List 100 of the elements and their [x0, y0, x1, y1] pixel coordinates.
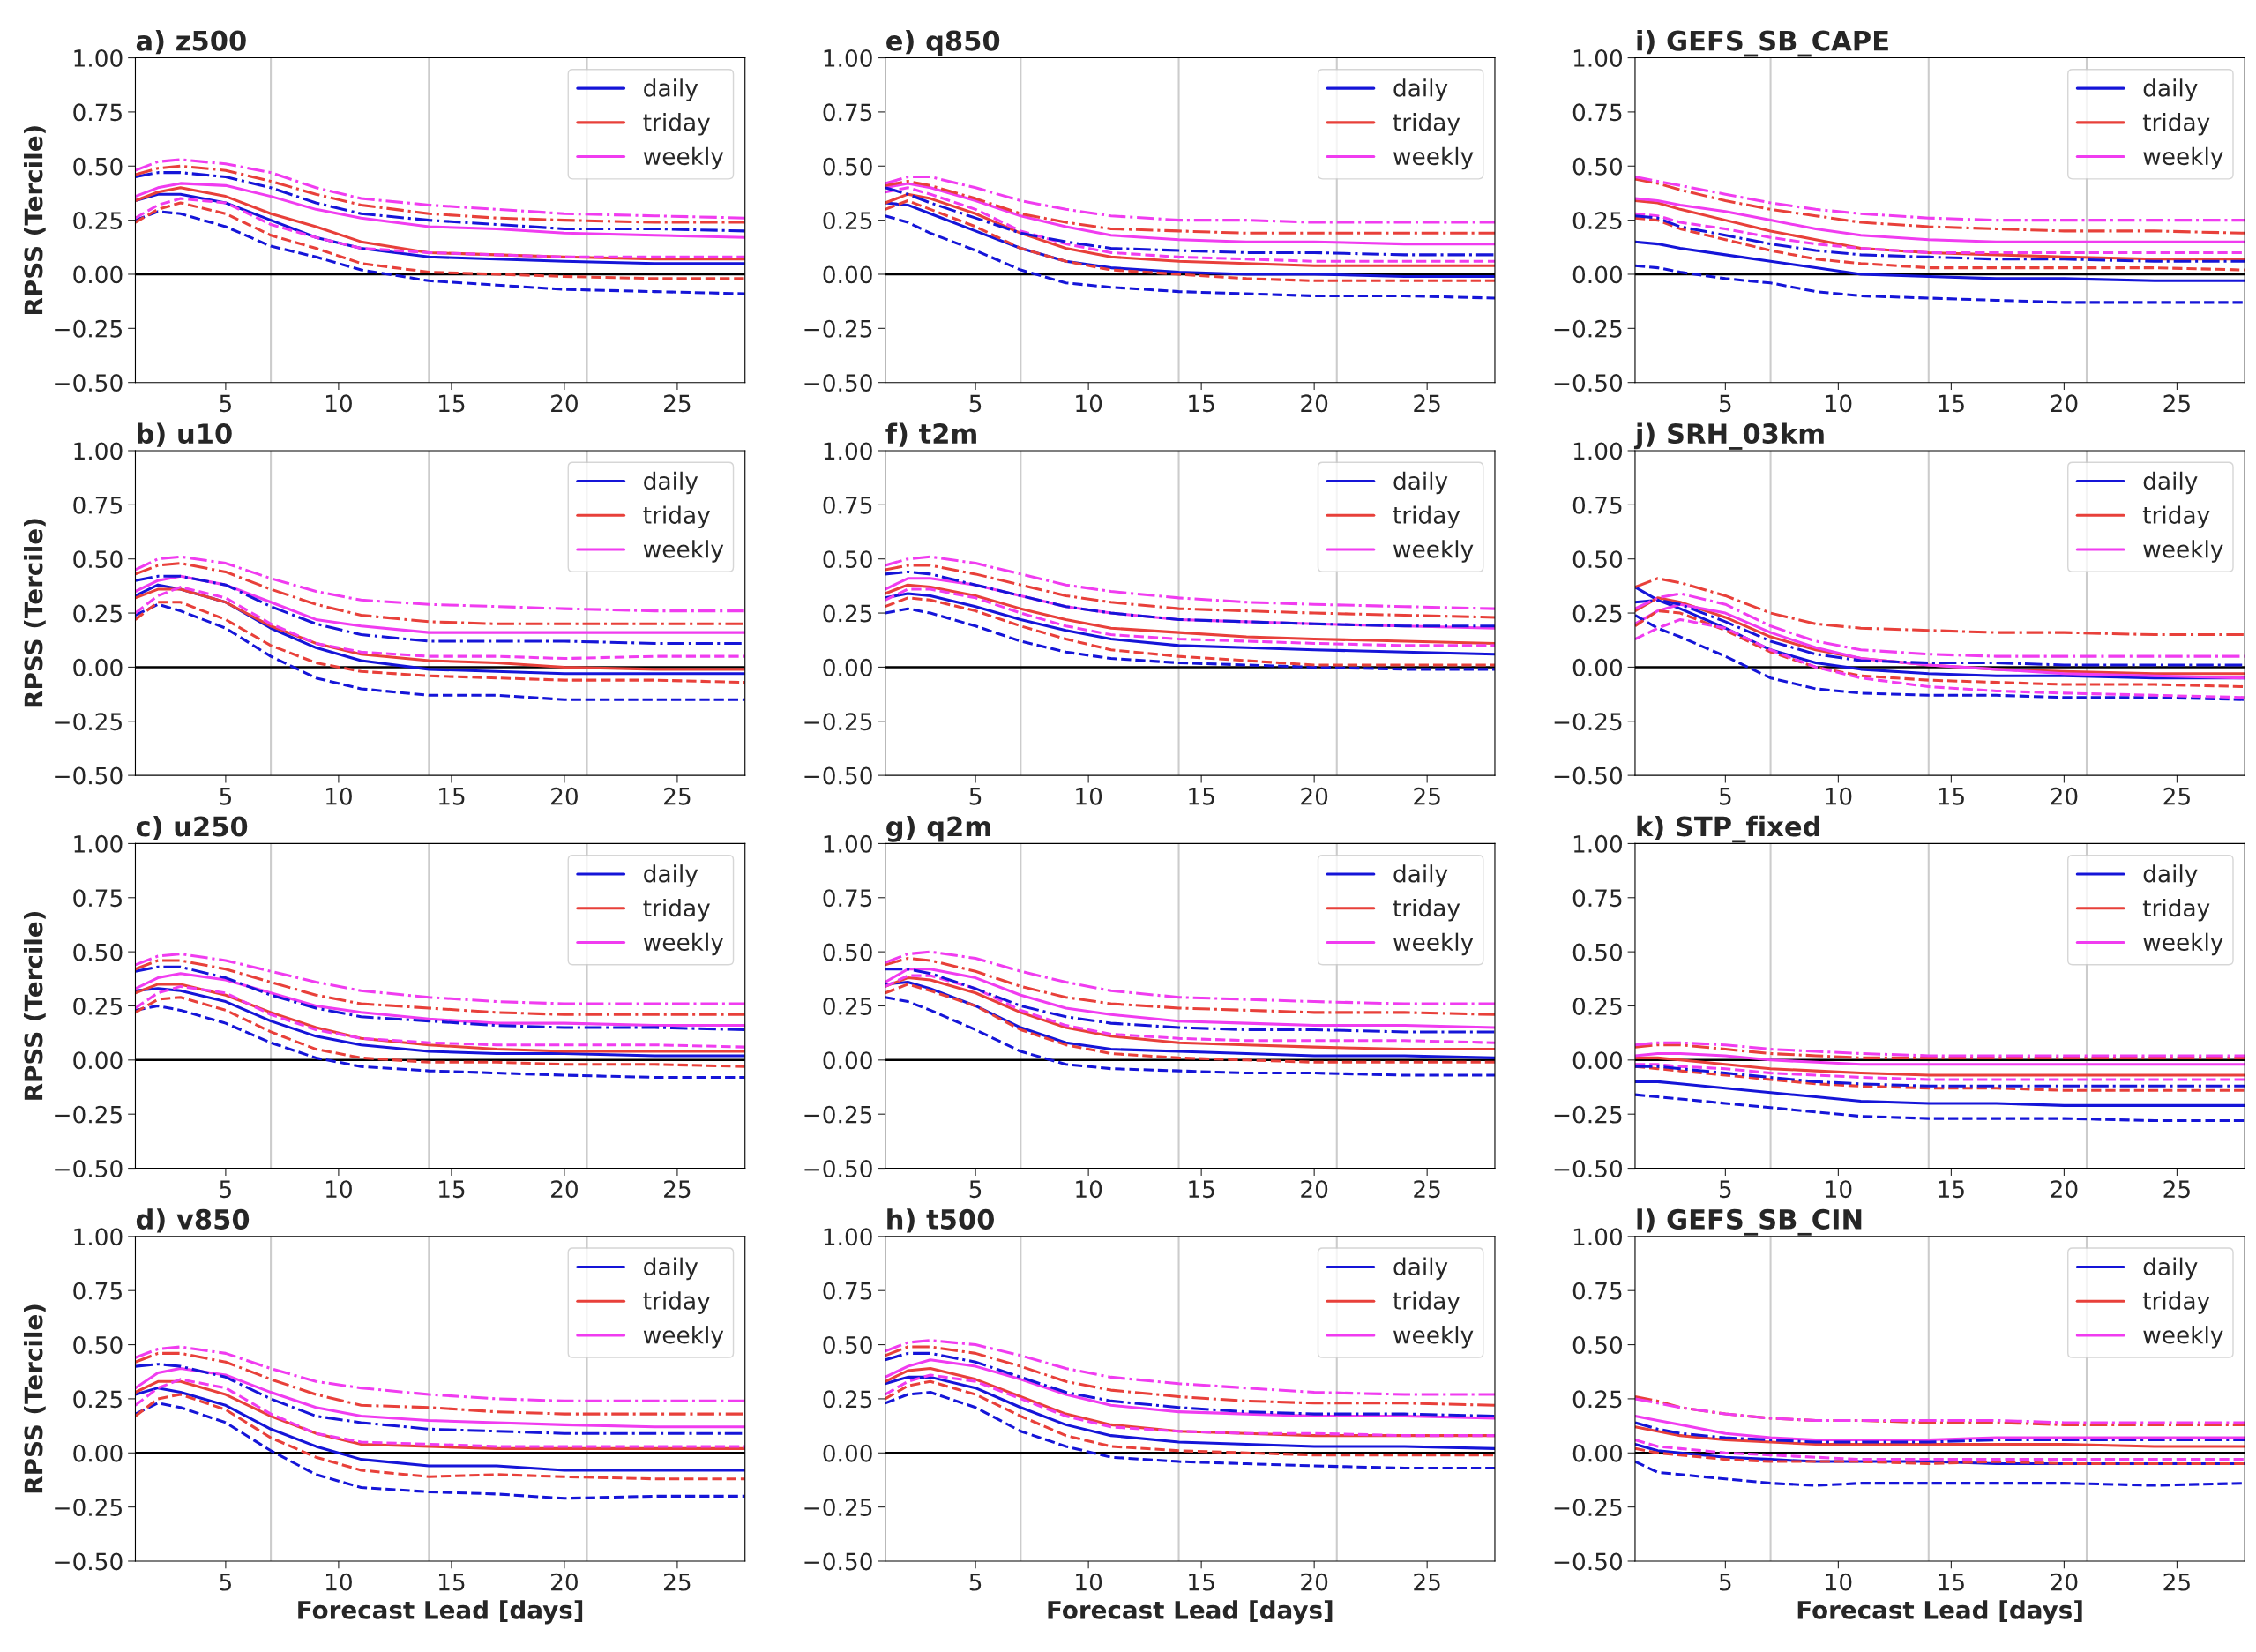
legend-label: daily: [644, 78, 698, 101]
y-tick-label: −0.25: [55, 319, 122, 338]
x-tick-label: 10: [1826, 1573, 1852, 1591]
x-tick-label: 10: [326, 394, 352, 413]
x-tick-label: 25: [1414, 1180, 1440, 1199]
y-tick-label: 1.00: [74, 49, 123, 67]
y-tick-label: −0.50: [804, 1159, 872, 1177]
x-tick-label: 25: [2163, 1573, 2190, 1591]
x-tick-label: 15: [439, 1573, 465, 1591]
y-tick-label: −0.50: [55, 1159, 123, 1177]
y-axis-title: RPSS (Tercile): [23, 912, 46, 1100]
chart-title: l) GEFS_SB_CIN: [1637, 1208, 1862, 1236]
legend-label: triday: [1393, 113, 1460, 136]
y-tick-label: 0.00: [73, 1051, 123, 1070]
chart-title: g) q2m: [886, 815, 990, 842]
legend-label: weekly: [2143, 932, 2223, 956]
legend-label: triday: [643, 505, 710, 529]
legend-label: daily: [2143, 864, 2198, 887]
y-tick-label: −0.50: [1554, 374, 1623, 392]
legend-label: daily: [1393, 864, 1448, 887]
legend-label: weekly: [643, 540, 724, 563]
x-tick-label: 5: [969, 394, 982, 413]
y-tick-label: 0.75: [823, 1282, 872, 1300]
y-tick-label: 1.00: [1573, 442, 1623, 460]
y-tick-label: −0.25: [1554, 713, 1622, 731]
y-tick-label: 0.75: [1572, 103, 1622, 122]
legend-label: triday: [1393, 505, 1460, 529]
x-tick-label: 20: [1301, 1573, 1328, 1591]
x-tick-label: 15: [439, 1180, 465, 1199]
y-tick-label: 0.75: [1572, 1282, 1622, 1300]
y-tick-label: −0.50: [55, 374, 123, 392]
x-tick-label: 25: [1414, 1573, 1440, 1591]
y-tick-label: −0.50: [1554, 766, 1623, 785]
chart-title: h) t500: [887, 1208, 994, 1233]
legend-label: triday: [2142, 113, 2210, 136]
legend-label: daily: [644, 471, 698, 495]
y-tick-label: −0.25: [55, 1499, 122, 1517]
x-tick-label: 5: [969, 788, 982, 805]
x-tick-label: 10: [1076, 787, 1102, 805]
x-tick-label: 10: [1826, 787, 1852, 805]
chart-title: i) GEFS_SB_CAPE: [1637, 30, 1888, 57]
chart-title: e) q850: [886, 30, 1000, 56]
x-tick-label: 10: [1826, 1180, 1852, 1199]
y-tick-label: 0.00: [1572, 1051, 1623, 1070]
y-tick-label: −0.50: [1554, 1159, 1623, 1177]
x-axis-title: Forecast Lead [days]: [1048, 1600, 1333, 1625]
x-tick-label: 15: [1189, 1180, 1214, 1199]
y-tick-label: −0.50: [804, 374, 872, 392]
x-tick-label: 25: [2163, 787, 2190, 805]
y-tick-label: 0.50: [823, 1336, 872, 1354]
y-tick-label: 0.00: [1572, 1444, 1623, 1462]
y-tick-label: 0.25: [823, 212, 872, 230]
y-tick-label: 0.50: [73, 550, 123, 569]
legend-label: weekly: [2143, 146, 2223, 170]
y-tick-label: 0.75: [823, 889, 872, 908]
x-tick-label: 10: [1826, 394, 1852, 413]
y-tick-label: 1.00: [74, 442, 123, 460]
x-tick-label: 10: [1076, 394, 1102, 413]
y-tick-label: −0.25: [55, 713, 122, 731]
y-tick-label: −0.50: [804, 1552, 872, 1571]
x-tick-label: 10: [326, 787, 352, 805]
y-axis-title: RPSS (Tercile): [23, 1304, 46, 1493]
x-axis-title: Forecast Lead [days]: [298, 1600, 583, 1625]
y-tick-label: 0.25: [1572, 212, 1622, 230]
y-tick-label: 0.75: [73, 889, 122, 908]
x-tick-label: 20: [1301, 394, 1328, 413]
x-tick-label: 20: [551, 787, 578, 805]
x-tick-label: 15: [1189, 788, 1214, 805]
x-tick-label: 5: [969, 1180, 982, 1199]
y-tick-label: 0.75: [73, 103, 122, 122]
y-tick-label: 0.75: [73, 496, 122, 514]
y-tick-label: −0.50: [1554, 1552, 1623, 1571]
y-tick-label: −0.25: [55, 1105, 122, 1124]
legend-label: daily: [1393, 1257, 1448, 1281]
x-tick-label: 20: [1301, 787, 1328, 805]
legend-label: triday: [1393, 1291, 1460, 1314]
x-tick-label: 15: [439, 394, 465, 413]
x-tick-label: 15: [1939, 1180, 1964, 1199]
y-tick-label: 0.00: [73, 658, 123, 676]
x-axis-title: Forecast Lead [days]: [1797, 1600, 2082, 1625]
y-tick-label: 1.00: [824, 442, 872, 460]
y-tick-label: 0.75: [823, 496, 872, 514]
chart-title: b) u10: [138, 422, 232, 447]
legend-label: weekly: [1393, 540, 1474, 563]
x-tick-label: 25: [664, 1573, 691, 1591]
y-tick-label: 1.00: [74, 834, 123, 853]
x-tick-label: 15: [1189, 394, 1214, 413]
y-tick-label: 0.50: [1572, 1336, 1623, 1354]
y-tick-label: 0.75: [823, 103, 872, 122]
x-tick-label: 5: [1720, 1573, 1731, 1591]
legend-label: daily: [644, 864, 698, 887]
y-tick-label: 0.75: [1572, 496, 1622, 514]
x-tick-label: 25: [664, 394, 691, 413]
legend-label: weekly: [1393, 932, 1474, 956]
y-axis-title: RPSS (Tercile): [23, 126, 46, 314]
legend-label: triday: [2142, 898, 2210, 922]
y-tick-label: −0.50: [55, 1552, 123, 1571]
y-tick-label: 0.50: [73, 1336, 123, 1354]
x-tick-label: 25: [1414, 394, 1440, 413]
y-tick-label: 0.50: [73, 943, 123, 961]
